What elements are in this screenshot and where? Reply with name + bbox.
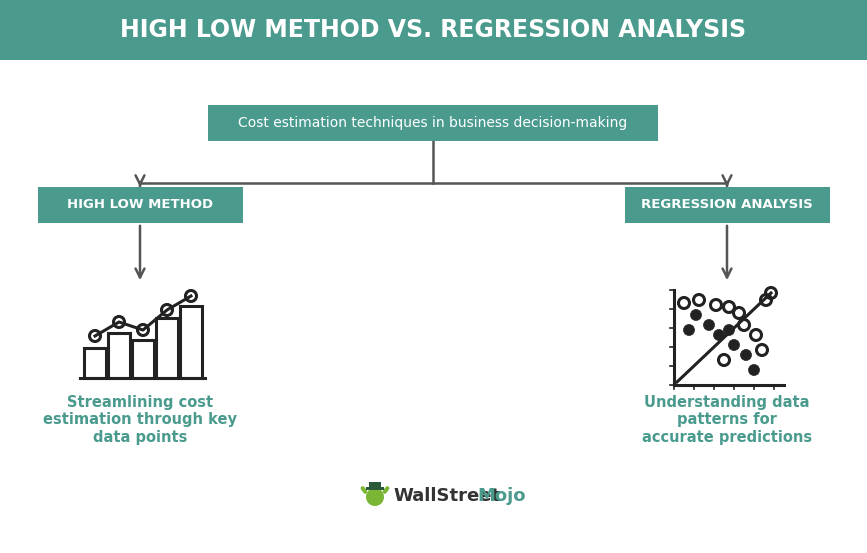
- Circle shape: [728, 340, 740, 351]
- Text: WallStreet: WallStreet: [393, 487, 500, 505]
- Text: REGRESSION ANALYSIS: REGRESSION ANALYSIS: [641, 199, 813, 211]
- Text: Mojo: Mojo: [477, 487, 525, 505]
- Text: HIGH LOW METHOD VS. REGRESSION ANALYSIS: HIGH LOW METHOD VS. REGRESSION ANALYSIS: [120, 18, 746, 42]
- Text: Cost estimation techniques in business decision-making: Cost estimation techniques in business d…: [238, 116, 628, 130]
- FancyBboxPatch shape: [624, 187, 830, 223]
- Circle shape: [683, 325, 694, 336]
- Bar: [108, 333, 130, 378]
- Bar: [369, 482, 381, 489]
- Bar: [132, 340, 154, 378]
- FancyArrowPatch shape: [385, 488, 388, 492]
- FancyArrowPatch shape: [362, 488, 365, 492]
- Circle shape: [690, 310, 701, 321]
- Bar: [84, 348, 106, 378]
- Bar: [366, 487, 384, 490]
- Circle shape: [703, 320, 714, 331]
- Circle shape: [748, 364, 759, 375]
- FancyBboxPatch shape: [37, 187, 243, 223]
- Circle shape: [714, 330, 725, 341]
- Circle shape: [366, 488, 384, 506]
- Text: Streamlining cost
estimation through key
data points: Streamlining cost estimation through key…: [43, 395, 237, 445]
- FancyBboxPatch shape: [0, 0, 867, 60]
- Circle shape: [723, 325, 734, 336]
- Circle shape: [740, 349, 752, 361]
- Bar: [180, 306, 202, 378]
- FancyBboxPatch shape: [208, 105, 658, 141]
- Text: Understanding data
patterns for
accurate predictions: Understanding data patterns for accurate…: [642, 395, 812, 445]
- Text: HIGH LOW METHOD: HIGH LOW METHOD: [67, 199, 213, 211]
- Bar: [156, 318, 178, 378]
